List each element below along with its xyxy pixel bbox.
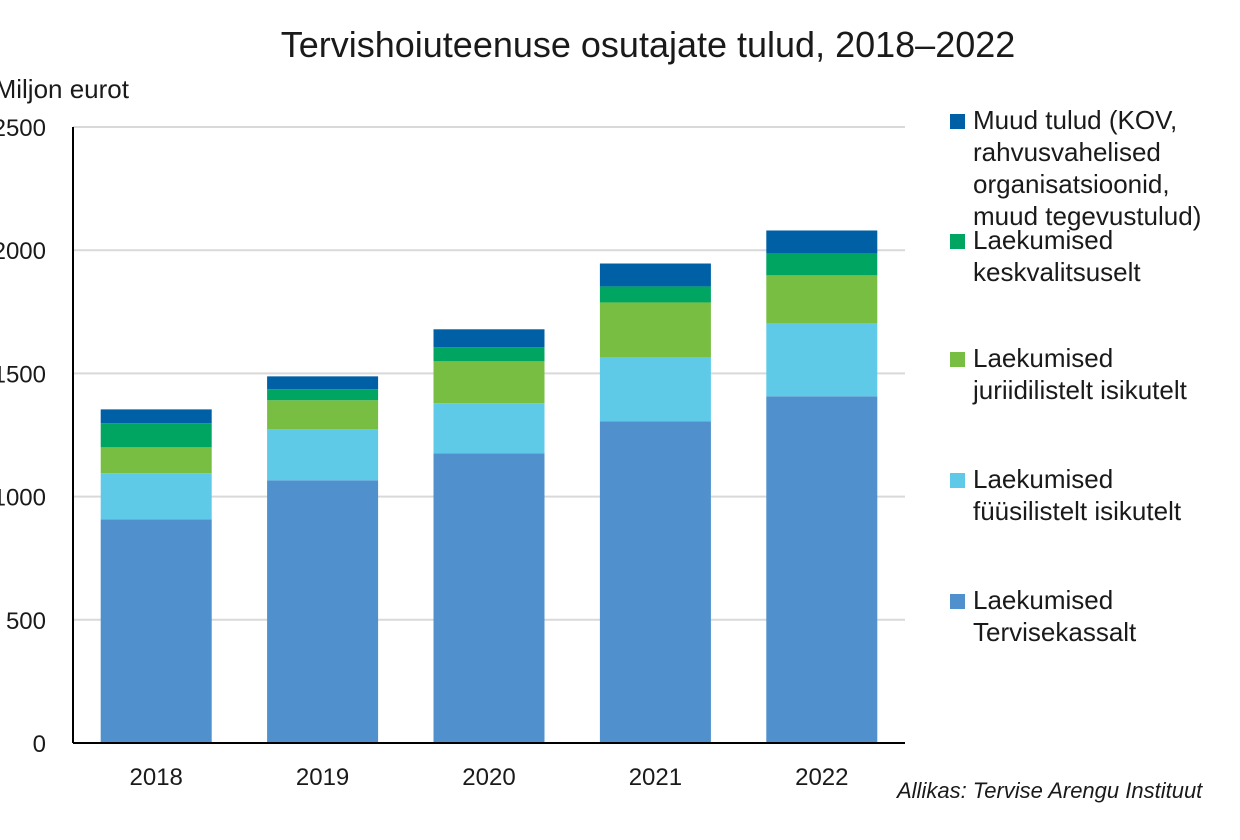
legend-swatch <box>950 594 965 609</box>
legend-label-line: keskvalitsuselt <box>973 257 1141 287</box>
legend-swatch <box>950 114 965 129</box>
x-tick-label: 2021 <box>629 764 682 791</box>
x-tick-label: 2020 <box>462 764 515 791</box>
bar-segment <box>433 403 545 454</box>
y-axis-label: Miljon eurot <box>0 74 129 104</box>
bar-segment <box>766 396 878 743</box>
legend-label: Laekumised Tervisekassalt <box>973 584 1136 648</box>
legend-label-line: Laekumised <box>973 464 1114 494</box>
y-tick-label: 2000 <box>0 238 46 265</box>
legend-swatch <box>950 234 965 249</box>
y-tick-label: 500 <box>6 608 46 635</box>
bar-segment <box>766 323 878 397</box>
bar-segment <box>766 253 878 276</box>
bar-segment <box>100 423 212 448</box>
bar-segment <box>433 347 545 362</box>
legend-label-line: organisatsioonid, <box>973 169 1170 199</box>
legend-label-line: Laekumised <box>973 343 1114 373</box>
bar-segment <box>100 519 212 743</box>
y-tick-label: 1000 <box>0 485 46 512</box>
y-tick-label: 2500 <box>0 115 46 142</box>
legend-label-line: Muud tulud (KOV, <box>973 105 1178 135</box>
legend-label-line: rahvusvahelised <box>973 137 1161 167</box>
y-tick-label: 0 <box>33 731 46 758</box>
legend-label-line: juriidilistelt isikutelt <box>973 375 1187 405</box>
bar-segment <box>599 357 711 422</box>
bar-segment <box>766 275 878 324</box>
bar-segment <box>433 329 545 348</box>
legend-swatch <box>950 473 965 488</box>
bar-segment <box>267 480 379 743</box>
bar-segment <box>267 400 379 430</box>
bar-segment <box>100 409 212 424</box>
legend-label: Muud tulud (KOV, rahvusvahelised organisat… <box>973 104 1201 232</box>
bar-segment <box>267 429 379 481</box>
y-tick-label: 1500 <box>0 361 46 388</box>
x-tick-label: 2022 <box>795 764 848 791</box>
bar-segment <box>599 286 711 303</box>
legend-swatch <box>950 352 965 367</box>
legend-label-line: Laekumised <box>973 225 1114 255</box>
bar-segment <box>100 473 212 520</box>
bar-segment <box>599 263 711 287</box>
bar-segment <box>433 361 545 404</box>
legend-label: Laekumised keskvalitsuselt <box>973 224 1141 288</box>
bar-segment <box>267 389 379 401</box>
bar-segment <box>433 453 545 743</box>
bar-segment <box>599 421 711 743</box>
chart-title: Tervishoiuteenuse osutajate tulud, 2018–… <box>280 24 1016 65</box>
x-tick-label: 2019 <box>296 764 349 791</box>
legend-label-line: Laekumised <box>973 585 1114 615</box>
legend-label: Laekumised juriidilistelt isikutelt <box>973 342 1187 406</box>
bar-segment <box>766 230 878 254</box>
x-tick-label: 2018 <box>130 764 183 791</box>
legend-label: Laekumised füüsilistelt isikutelt <box>973 463 1181 527</box>
bar-segment <box>100 447 212 474</box>
bar-segment <box>267 376 379 390</box>
legend-label-line: füüsilistelt isikutelt <box>973 496 1182 526</box>
source-note: Allikas: Tervise Arengu Instituut <box>897 778 1203 803</box>
bar-segment <box>599 302 711 358</box>
legend-label-line: Tervisekassalt <box>973 617 1137 647</box>
legend-label-line: muud tegevustulud) <box>973 201 1202 231</box>
